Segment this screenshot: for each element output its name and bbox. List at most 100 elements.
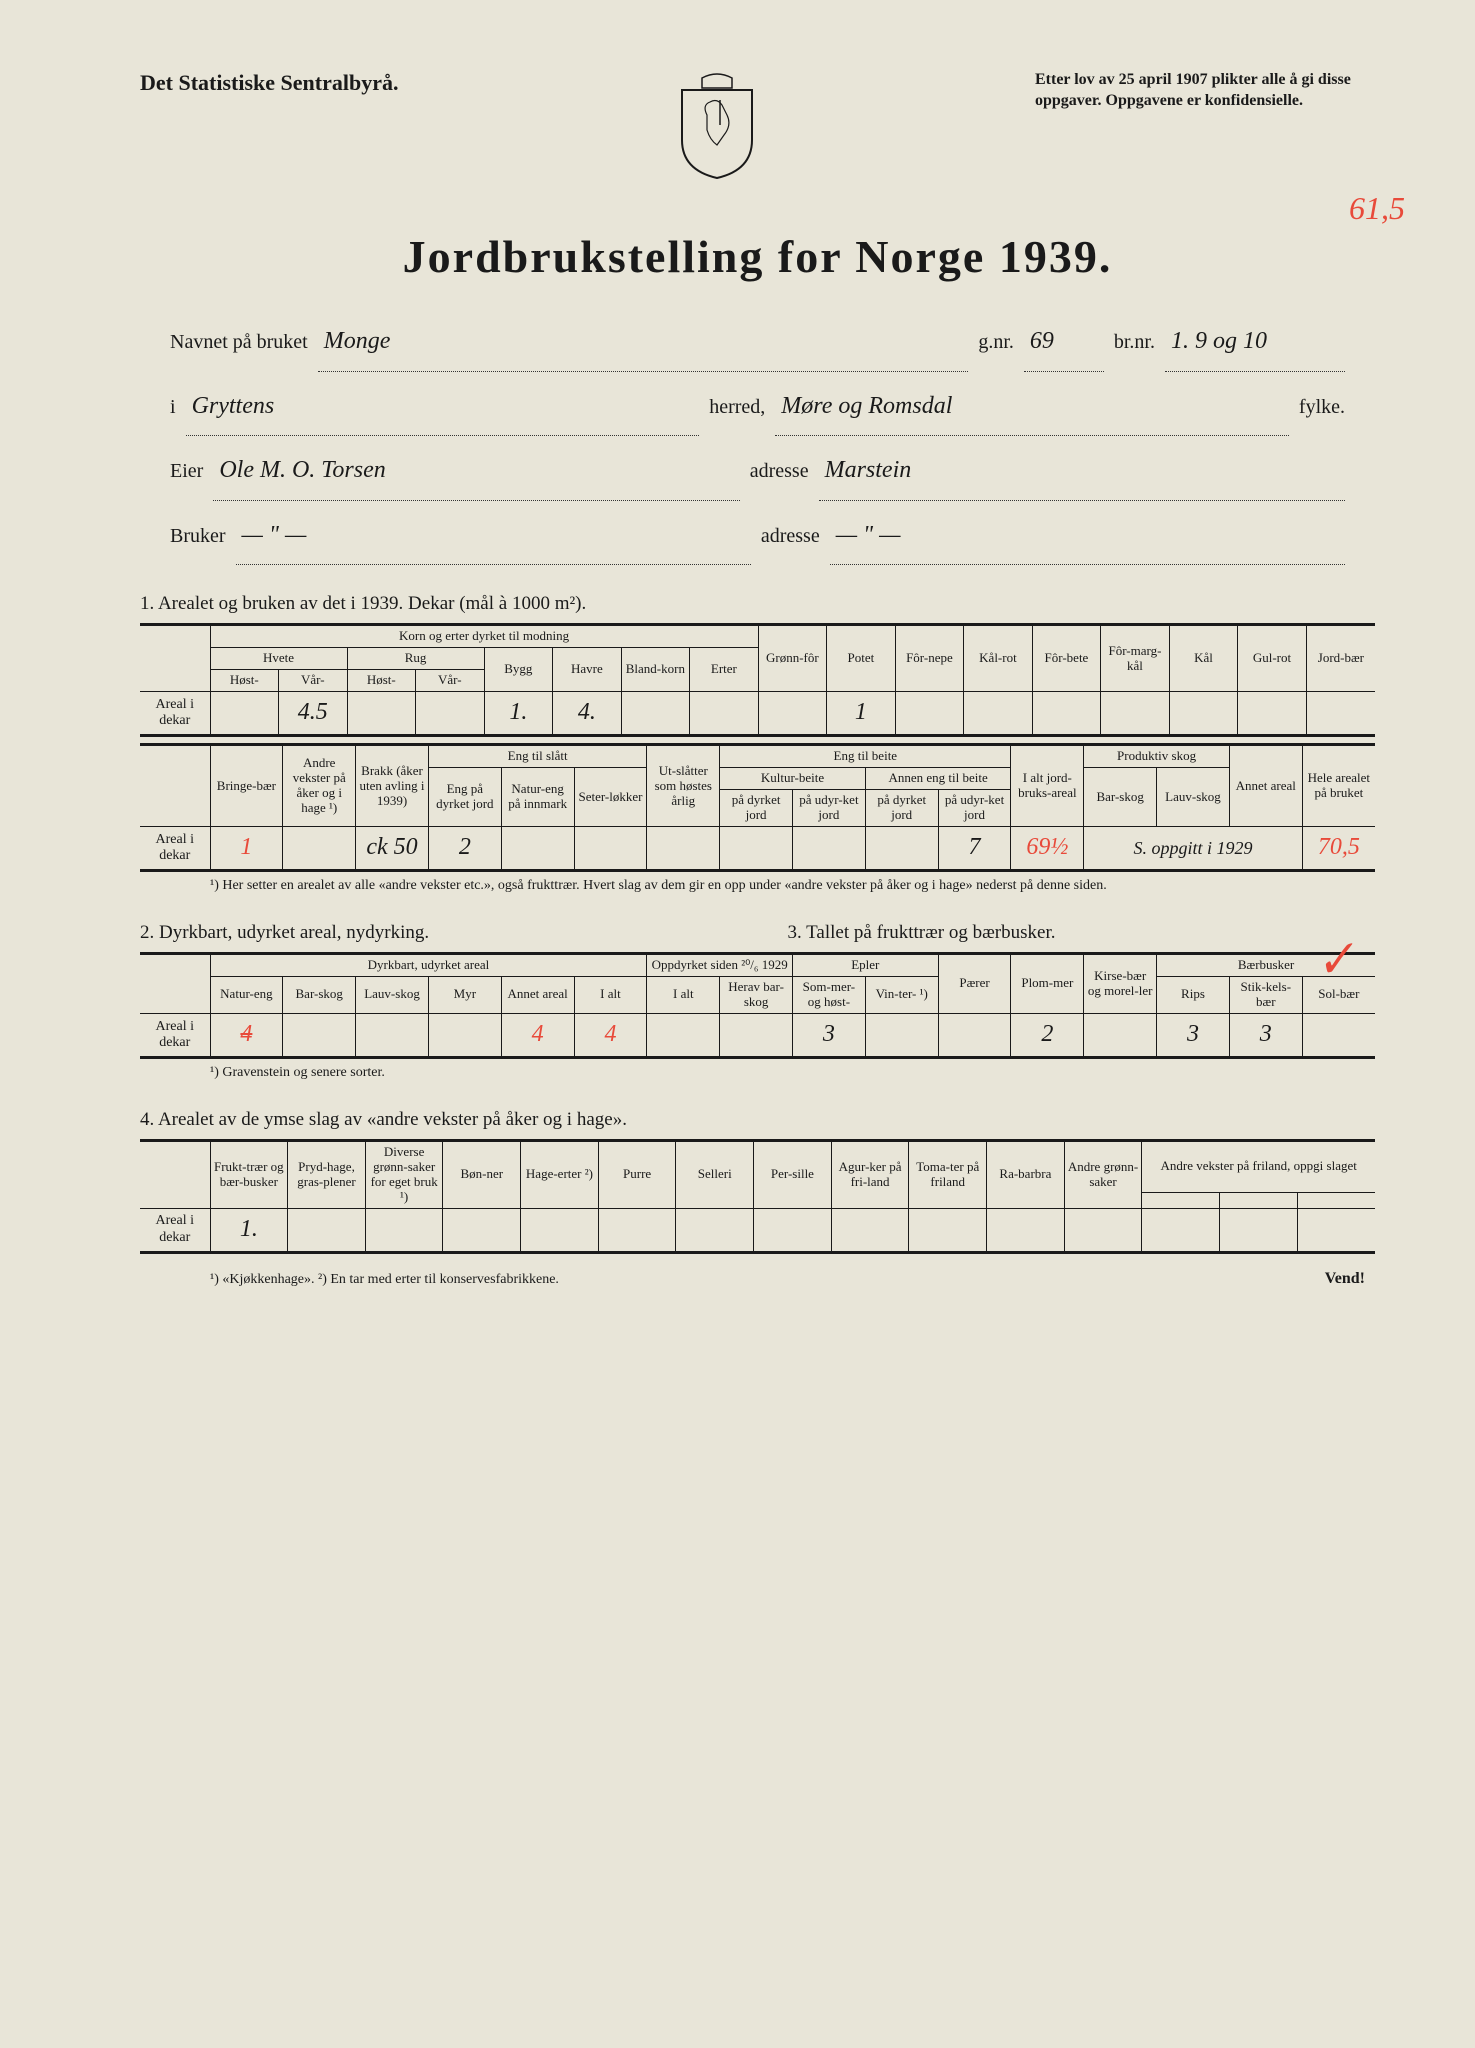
label-i: i xyxy=(170,383,176,431)
th-prodskog: Produktiv skog xyxy=(1084,745,1230,768)
label-bruker: Bruker xyxy=(170,512,226,560)
th-engslott: Eng til slått xyxy=(428,745,646,768)
th-paerer: Pærer xyxy=(938,953,1011,1013)
th-kalrot: Kål-rot xyxy=(964,625,1033,692)
th-annetareal: Annet areal xyxy=(1229,745,1302,827)
th-engbeite: Eng til beite xyxy=(720,745,1011,768)
c-rips: 3 xyxy=(1157,1013,1230,1057)
c-brakk: ck 50 xyxy=(356,826,429,870)
label-navnet: Navnet på bruket xyxy=(170,318,308,366)
th-seter: Seter-løkker xyxy=(574,768,647,827)
th-myr: Myr xyxy=(428,976,501,1013)
th-kal: Kål xyxy=(1169,625,1238,692)
th-andregronn: Andre grønn-saker xyxy=(1064,1140,1142,1208)
label-eier: Eier xyxy=(170,447,203,495)
th-solbaer: Sol-bær xyxy=(1302,976,1375,1013)
table4-wrap: Frukt-trær og bær-busker Pryd-hage, gras… xyxy=(140,1139,1375,1254)
th-rips: Rips xyxy=(1157,976,1230,1013)
c-var-hvete: 4.5 xyxy=(279,692,348,736)
th-tomater: Toma-ter på friland xyxy=(909,1140,987,1208)
c-ialt: 69½ xyxy=(1011,826,1084,870)
c-annet2: 4 xyxy=(501,1013,574,1057)
section2-title: 2. Dyrkbart, udyrket areal, nydyrking. xyxy=(140,922,728,944)
th-gulrot: Gul-rot xyxy=(1238,625,1307,692)
th-persille: Per-sille xyxy=(754,1140,832,1208)
c-host-hvete xyxy=(210,692,279,736)
th-havre: Havre xyxy=(553,648,622,692)
c-hele: 70,5 xyxy=(1302,826,1375,870)
th-natureng2: Natur-eng xyxy=(210,976,283,1013)
th-ialt3: I alt xyxy=(647,976,720,1013)
label-brnr: br.nr. xyxy=(1114,318,1155,366)
th-forbete: Fôr-bete xyxy=(1032,625,1101,692)
footnote4: ¹) «Kjøkkenhage». ²) En tar med erter ti… xyxy=(210,1272,559,1288)
th-brakk: Brakk (åker uten avling i 1939) xyxy=(356,745,429,827)
c-natureng2: 4 xyxy=(210,1013,283,1057)
field-adresse2: — " — xyxy=(830,507,1345,566)
th-sommer: Som-mer- og høst- xyxy=(793,976,866,1013)
label-adresse2: adresse xyxy=(761,512,820,560)
th-bygg: Bygg xyxy=(484,648,553,692)
th-hvete: Hvete xyxy=(210,648,347,670)
rowlabel1b: Areal i dekar xyxy=(140,826,210,870)
th-lauvskog2: Lauv-skog xyxy=(356,976,429,1013)
table1b: Bringe-bær Andre vekster på åker og i ha… xyxy=(140,743,1375,872)
c-engdyrket: 2 xyxy=(428,826,501,870)
field-brnr: 1. 9 og 10 xyxy=(1165,313,1345,372)
th-annenbeite: Annen eng til beite xyxy=(865,768,1011,790)
label-adresse1: adresse xyxy=(750,447,809,495)
c-potet: 1 xyxy=(827,692,896,736)
th-potet: Potet xyxy=(827,625,896,692)
th-oppdyrket: Oppdyrket siden ²⁰/₆ 1929 xyxy=(647,953,793,976)
th-fornepe: Fôr-nepe xyxy=(895,625,964,692)
th-barskog: Bar-skog xyxy=(1084,768,1157,827)
th-andrefriland: Andre vekster på friland, oppgi slaget xyxy=(1142,1140,1375,1192)
th-hele: Hele arealet på bruket xyxy=(1302,745,1375,827)
th-selleri: Selleri xyxy=(676,1140,754,1208)
th-ialt2: I alt xyxy=(574,976,647,1013)
th-pd2: på dyrket jord xyxy=(865,790,938,827)
rowlabel2: Areal i dekar xyxy=(140,1013,210,1057)
th-lauvskog: Lauv-skog xyxy=(1157,768,1230,827)
th-vinter: Vin-ter- ¹) xyxy=(865,976,938,1013)
table23-wrap: ✓ Dyrkbart, udyrket areal Oppdyrket side… xyxy=(140,952,1375,1059)
th-barskog2: Bar-skog xyxy=(283,976,356,1013)
table23: Dyrkbart, udyrket areal Oppdyrket siden … xyxy=(140,952,1375,1059)
th-hageerter: Hage-erter ²) xyxy=(521,1140,599,1208)
footnote1: ¹) Her setter en arealet av alle «andre … xyxy=(210,878,1375,894)
field-eier: Ole M. O. Torsen xyxy=(213,442,739,501)
th-stikkels: Stik-kels-bær xyxy=(1229,976,1302,1013)
th-annet2: Annet areal xyxy=(501,976,574,1013)
census-form-page: Det Statistiske Sentralbyrå. Etter lov a… xyxy=(0,0,1475,2048)
th-var2: Vår- xyxy=(416,670,485,692)
label-gnr: g.nr. xyxy=(978,318,1014,366)
th-jordbaer: Jord-bær xyxy=(1306,625,1375,692)
th-baerbusker: Bærbusker xyxy=(1157,953,1375,976)
field-bruker: — " — xyxy=(236,507,751,566)
field-navnet: Monge xyxy=(318,313,969,372)
th-utslatt: Ut-slåtter som høstes årlig xyxy=(647,745,720,827)
agency-name: Det Statistiske Sentralbyrå. xyxy=(140,70,398,96)
th-agurker: Agur-ker på fri-land xyxy=(831,1140,909,1208)
field-fylke: Møre og Romsdal xyxy=(775,378,1289,437)
th-var1: Vår- xyxy=(279,670,348,692)
identification-block: Navnet på bruket Monge g.nr. 69 br.nr. 1… xyxy=(140,313,1375,565)
th-bringe: Bringe-bær xyxy=(210,745,283,827)
rowlabel4: Areal i dekar xyxy=(140,1208,210,1252)
header: Det Statistiske Sentralbyrå. Etter lov a… xyxy=(140,70,1375,180)
section3-title: 3. Tallet på frukttrær og bærbusker. xyxy=(788,922,1376,944)
coat-of-arms xyxy=(672,70,762,180)
table1a: Korn og erter dyrket til modning Grønn-f… xyxy=(140,623,1375,737)
vend-label: Vend! xyxy=(1325,1270,1375,1288)
c-sommer: 3 xyxy=(793,1013,866,1057)
th-host2: Høst- xyxy=(347,670,416,692)
th-ialtjord: I alt jord-bruks-areal xyxy=(1011,745,1084,827)
section4-title: 4. Arealet av de ymse slag av «andre vek… xyxy=(140,1109,1375,1131)
th-gronnfor: Grønn-fôr xyxy=(758,625,827,692)
th-plommer: Plom-mer xyxy=(1011,953,1084,1013)
c-annen-udyr: 7 xyxy=(938,826,1011,870)
th-engdyrket: Eng på dyrket jord xyxy=(428,768,501,827)
legal-notice: Etter lov av 25 april 1907 plikter alle … xyxy=(1035,70,1375,112)
field-adresse1: Marstein xyxy=(819,442,1345,501)
th-kulturbeite: Kultur-beite xyxy=(720,768,866,790)
